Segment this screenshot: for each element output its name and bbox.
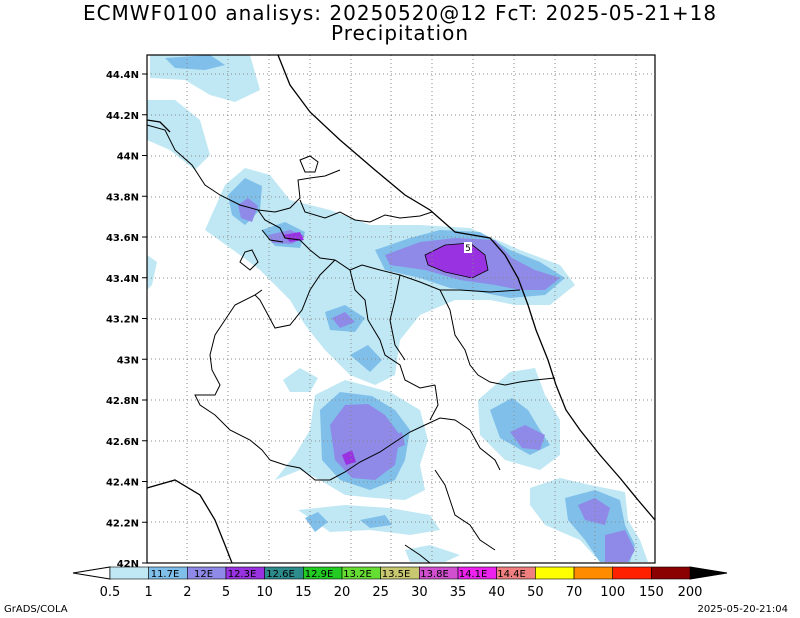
lat-label: 44.4N [106, 70, 139, 81]
lat-label: 44.2N [106, 111, 139, 122]
colorbar-bin [612, 566, 652, 580]
map-gridlines [147, 55, 655, 563]
colorbar-tick-label: 30 [411, 585, 428, 600]
colorbar-lon-label: 13.2E [343, 569, 372, 580]
colorbar-lon-label: 14.1E [459, 569, 488, 580]
colorbar-over-arrow [689, 566, 728, 580]
colorbar-tick-label: 5 [222, 585, 230, 600]
colorbar-tick-label: 0.5 [100, 585, 121, 600]
footer-timestamp: 2025-05-20-21:04 [697, 604, 788, 615]
colorbar-lon-label: 13.8E [420, 569, 449, 580]
latitude-axis: 44.4N 44.2N 44N 43.8N 43.6N 43.4N 43.2N 43N 42.8… [106, 70, 147, 570]
footer-credit: GrADS/COLA [4, 604, 68, 615]
lat-label: 43N [117, 355, 139, 366]
map-frame [146, 54, 656, 564]
contour-label: 5 [465, 244, 471, 254]
colorbar-tick-label: 50 [527, 585, 544, 600]
colorbar-bin [535, 566, 575, 580]
colorbar-tick-label: 20 [334, 585, 351, 600]
colorbar-tick-label: 25 [372, 585, 389, 600]
lat-label: 43.4N [106, 274, 139, 285]
colorbar-tick-label: 35 [450, 585, 467, 600]
colorbar-lon-label: 12.9E [305, 569, 334, 580]
lat-label: 42N [117, 559, 139, 570]
lat-label: 43.8N [106, 192, 139, 203]
colorbar-lon-label: 12.6E [266, 569, 295, 580]
lat-label: 43.2N [106, 315, 139, 326]
map-subtitle: Precipitation [330, 21, 469, 45]
colorbar-under-arrow [72, 566, 111, 580]
coastline-south [146, 479, 233, 564]
colorbar-tick-label: 100 [600, 585, 625, 600]
lat-label: 42.4N [106, 478, 139, 489]
lat-label: 42.2N [106, 518, 139, 529]
colorbar-lon-label: 13.5E [382, 569, 411, 580]
colorbar-tick-label: 1 [145, 585, 153, 600]
colorbar-bin [109, 566, 149, 580]
lat-label: 43.6N [106, 233, 139, 244]
colorbar: 11.7E 12E 12.3E 12.6E 12.9E 13.2E 13.5E 13.8E 14… [72, 566, 728, 600]
coastline-north [146, 119, 171, 133]
colorbar-tick-label: 70 [566, 585, 583, 600]
colorbar-tick-label: 2 [183, 585, 191, 600]
colorbar-lon-label: 11.7E [151, 569, 180, 580]
colorbar-bin [573, 566, 614, 580]
lat-label: 42.8N [106, 396, 139, 407]
colorbar-tick-label: 40 [488, 585, 505, 600]
precipitation-shading: 5 [147, 55, 648, 562]
colorbar-lon-label: 12.3E [228, 569, 257, 580]
coastline [277, 54, 656, 521]
colorbar-bin [651, 566, 691, 580]
colorbar-lon-label: 14.4E [497, 569, 526, 580]
lat-label: 42.6N [106, 437, 139, 448]
colorbar-tick-label: 15 [295, 585, 312, 600]
lat-label: 44N [117, 152, 139, 163]
colorbar-tick-label: 150 [639, 585, 664, 600]
colorbar-lon-label: 12E [194, 569, 213, 580]
map-title: ECMWF0100 analisys: 20250520@12 FcT: 202… [82, 1, 718, 25]
colorbar-tick-label: 10 [256, 585, 273, 600]
regional-boundaries [146, 124, 556, 564]
colorbar-tick-label: 200 [678, 585, 703, 600]
